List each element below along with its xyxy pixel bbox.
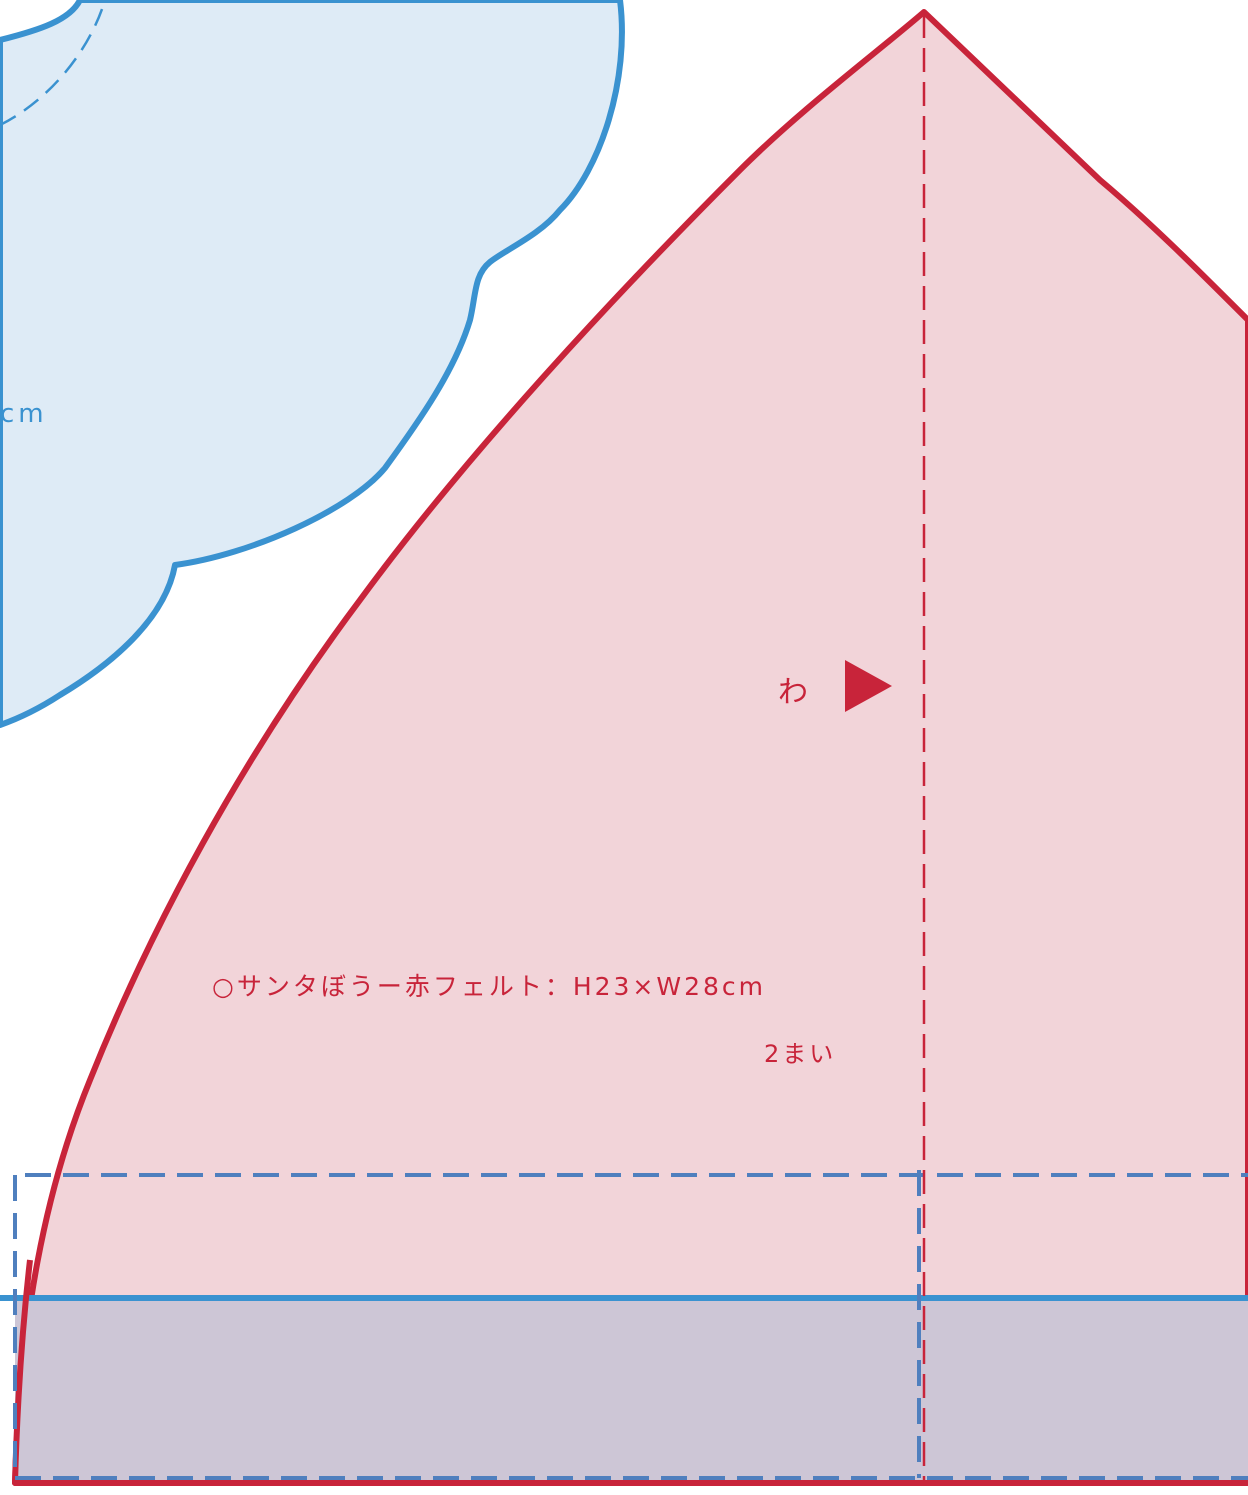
hat-piece-count: 2まい [764, 1040, 836, 1068]
cloud-seam-line [0, 0, 107, 127]
hat-piece-title: ○サンタぼうー赤フェルト：H23×W28cm [212, 972, 766, 1001]
hat-outline [12, 9, 1248, 1486]
cloud-size-label-fragment: cm [0, 399, 48, 429]
triangle-right-icon [845, 660, 892, 712]
brim-band [15, 1298, 1248, 1483]
santa-hat-pattern-piece: わ ○サンタぼうー赤フェルト：H23×W28cm 2まい [0, 9, 1248, 1486]
cloud-pattern-piece: cm [0, 0, 625, 728]
cloud-outline [0, 0, 625, 728]
fold-label: わ [778, 675, 808, 710]
brim-guide-dashed [13, 1170, 1248, 1480]
hat-outline-lower [12, 1259, 1248, 1486]
